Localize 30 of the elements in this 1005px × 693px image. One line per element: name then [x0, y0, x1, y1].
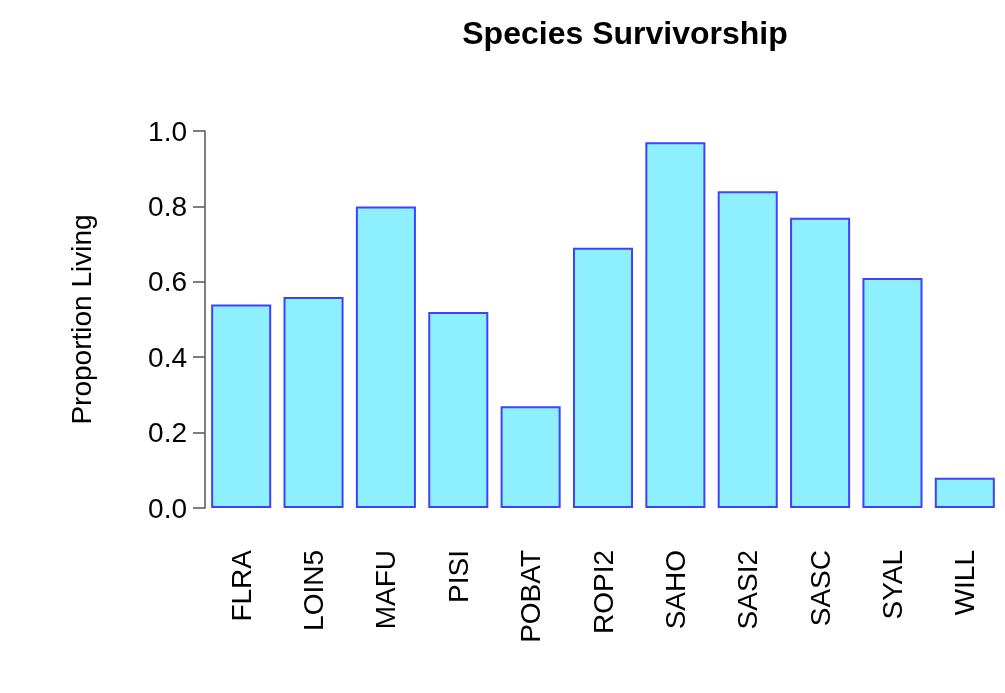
- x-tick-label: PISI: [442, 550, 474, 603]
- x-tick-label: LOIN5: [298, 550, 330, 631]
- bar: [645, 142, 706, 508]
- y-tick-label: 0.2: [148, 417, 187, 449]
- x-tick-label: ROPI2: [587, 550, 619, 635]
- x-tick-label: MAFU: [370, 550, 402, 630]
- y-axis-title: Proportion Living: [65, 214, 97, 425]
- x-tick-label: WILL: [949, 550, 981, 616]
- bar: [283, 296, 344, 508]
- x-tick-label: SAHO: [659, 550, 691, 630]
- x-tick-label: POBAT: [515, 550, 547, 643]
- bar: [211, 304, 272, 508]
- bar: [934, 477, 995, 508]
- bar: [717, 191, 778, 508]
- bar: [572, 247, 634, 508]
- bar: [355, 206, 416, 508]
- x-tick-label: SASC: [804, 550, 836, 627]
- y-tick-label: 0.0: [148, 492, 187, 524]
- bar: [500, 406, 561, 508]
- bar: [790, 217, 851, 508]
- x-tick-label: SASI2: [732, 550, 764, 630]
- y-tick-label: 1.0: [148, 115, 187, 147]
- x-tick-label: FLRA: [225, 549, 257, 622]
- bar: [862, 278, 923, 508]
- y-tick-label: 0.4: [148, 341, 187, 373]
- y-tick-label: 0.6: [148, 266, 187, 298]
- y-tick-label: 0.8: [148, 190, 187, 222]
- x-tick-label: SYAL: [876, 550, 908, 620]
- bar: [428, 311, 489, 508]
- chart-title: Species Survivorship: [462, 15, 788, 51]
